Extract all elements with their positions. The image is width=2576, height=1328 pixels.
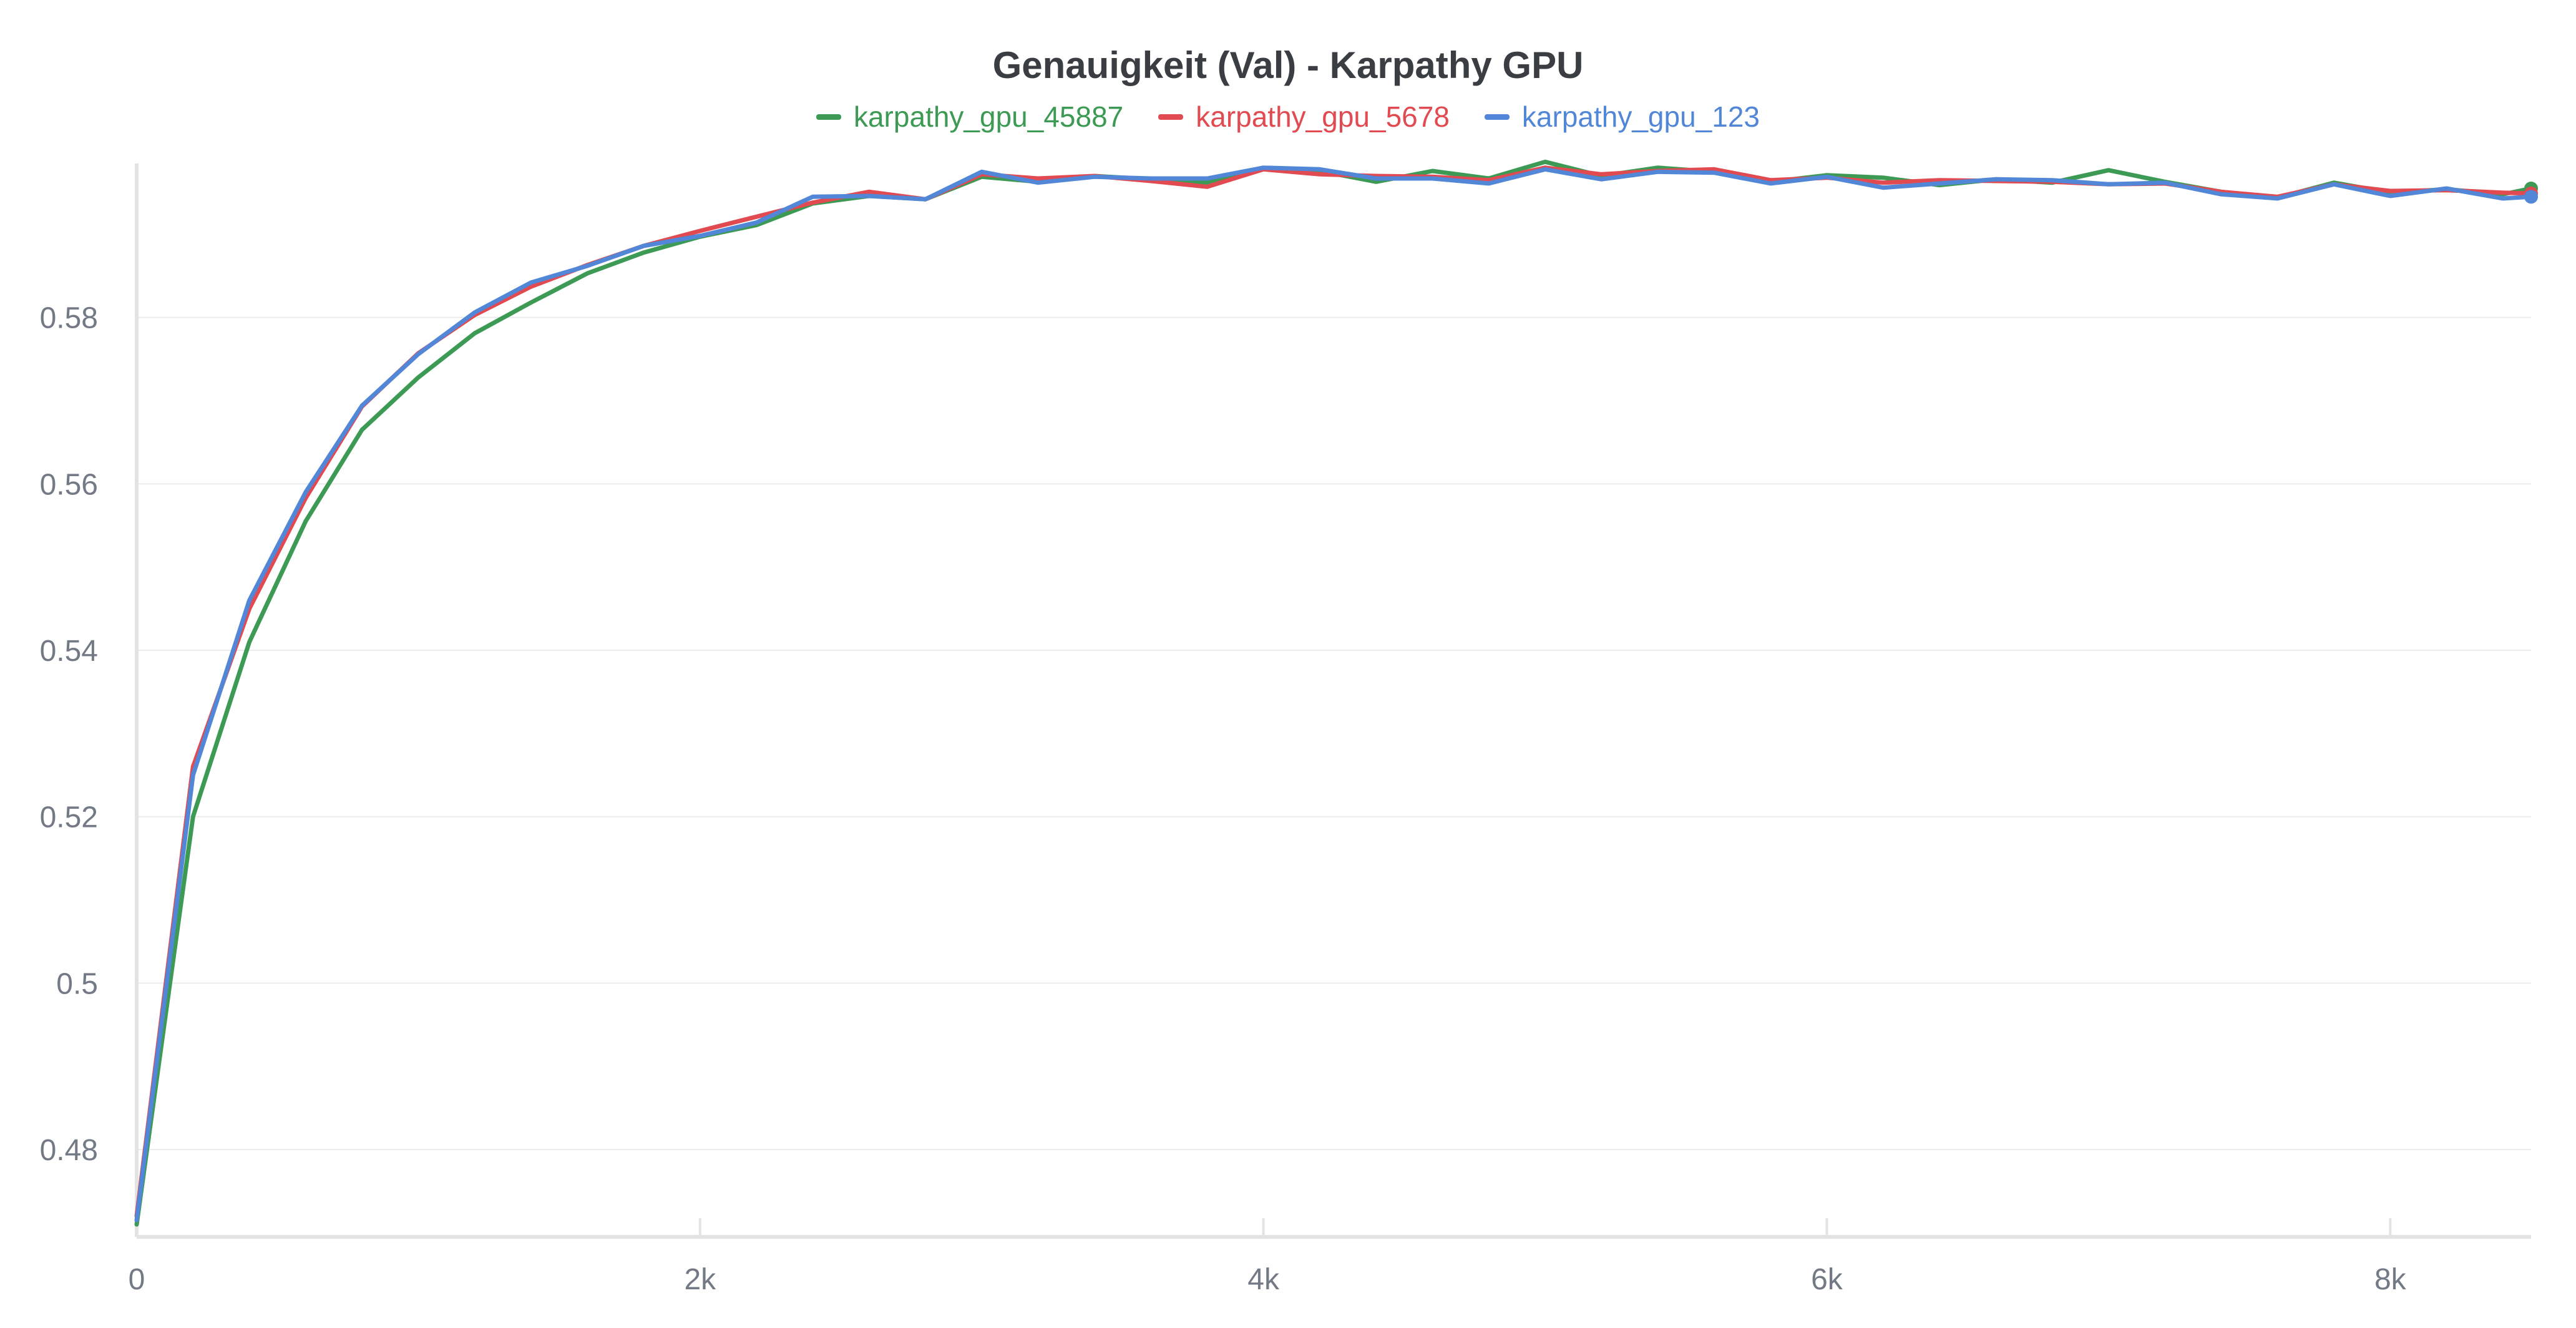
y-tick-label: 0.52 — [40, 801, 98, 834]
legend-item-karpathy-gpu-45887[interactable]: karpathy_gpu_45887 — [816, 100, 1123, 134]
legend-label: karpathy_gpu_5678 — [1196, 100, 1450, 133]
x-tick-label: 4k — [1247, 1263, 1280, 1296]
legend-swatch — [816, 114, 841, 120]
x-tick-label: 0 — [129, 1263, 145, 1296]
legend-item-karpathy-gpu-123[interactable]: karpathy_gpu_123 — [1484, 100, 1760, 134]
series-endpoint-karpathy-gpu-123 — [2524, 190, 2538, 204]
y-tick-label: 0.54 — [40, 635, 98, 668]
x-tick-label: 6k — [1811, 1263, 1843, 1296]
series-line-karpathy-gpu-123 — [134, 165, 2534, 1223]
legend-item-karpathy-gpu-5678[interactable]: karpathy_gpu_5678 — [1158, 100, 1450, 134]
x-tick-label: 2k — [684, 1263, 716, 1296]
y-tick-label: 0.56 — [40, 468, 98, 501]
y-tick-label: 0.5 — [56, 967, 98, 1000]
chart-title: Genauigkeit (Val) - Karpathy GPU — [992, 44, 1584, 86]
legend-label: karpathy_gpu_123 — [1521, 100, 1760, 133]
y-tick-label: 0.48 — [40, 1134, 98, 1167]
legend: karpathy_gpu_45887 karpathy_gpu_5678 kar… — [0, 100, 2576, 134]
y-tick-label: 0.58 — [40, 302, 98, 335]
legend-swatch — [1158, 114, 1184, 120]
legend-swatch — [1484, 114, 1510, 120]
series-line-karpathy-gpu-5678 — [134, 165, 2534, 1219]
x-tick-label: 8k — [2374, 1263, 2407, 1296]
series-line-karpathy-gpu-45887 — [134, 159, 2534, 1227]
legend-label: karpathy_gpu_45887 — [853, 100, 1124, 133]
